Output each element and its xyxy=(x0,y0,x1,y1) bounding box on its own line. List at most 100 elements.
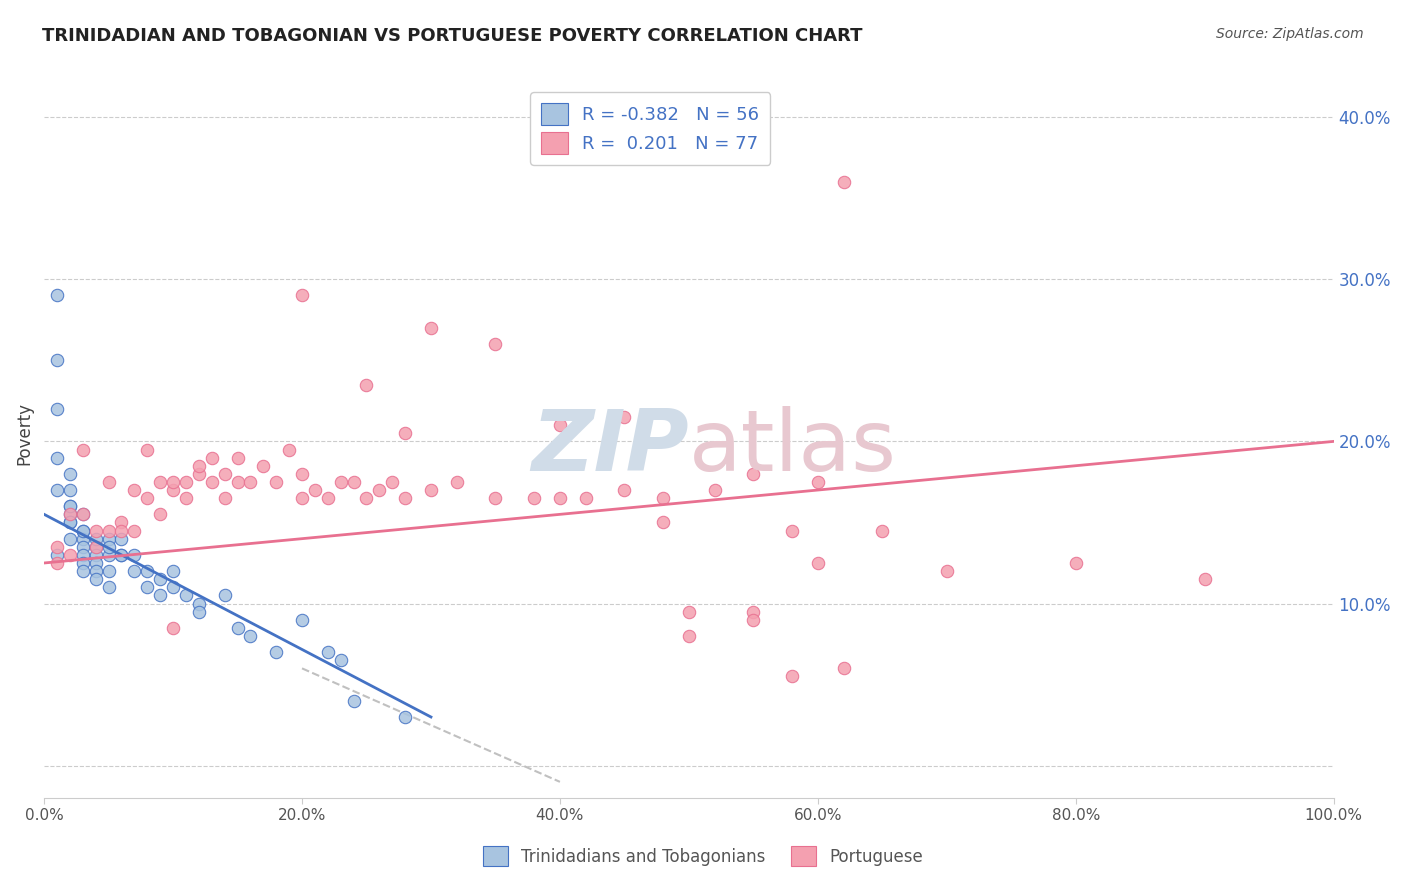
Point xyxy=(342,475,364,489)
Point xyxy=(110,516,132,530)
Point xyxy=(59,508,82,522)
Point xyxy=(162,564,184,578)
Legend: Trinidadians and Tobagonians, Portuguese: Trinidadians and Tobagonians, Portuguese xyxy=(475,838,931,875)
Point xyxy=(84,524,107,538)
Point xyxy=(832,175,855,189)
Point xyxy=(72,564,94,578)
Point xyxy=(46,548,69,562)
Point xyxy=(214,467,236,481)
Point xyxy=(316,491,339,505)
Point xyxy=(124,564,146,578)
Point xyxy=(72,548,94,562)
Point xyxy=(110,524,132,538)
Point xyxy=(136,442,159,457)
Point xyxy=(110,548,132,562)
Point xyxy=(252,458,274,473)
Point xyxy=(72,556,94,570)
Point xyxy=(59,516,82,530)
Point xyxy=(46,450,69,465)
Point xyxy=(420,483,443,497)
Point xyxy=(742,467,765,481)
Y-axis label: Poverty: Poverty xyxy=(15,401,32,465)
Point xyxy=(187,597,209,611)
Point xyxy=(832,661,855,675)
Point xyxy=(575,491,598,505)
Point xyxy=(174,491,197,505)
Point xyxy=(613,483,636,497)
Point xyxy=(72,508,94,522)
Point xyxy=(187,467,209,481)
Point xyxy=(329,653,352,667)
Point xyxy=(136,580,159,594)
Text: ZIP: ZIP xyxy=(531,407,689,490)
Point xyxy=(678,629,700,643)
Point xyxy=(201,450,224,465)
Point xyxy=(174,475,197,489)
Point xyxy=(394,426,416,441)
Point xyxy=(46,353,69,368)
Text: Source: ZipAtlas.com: Source: ZipAtlas.com xyxy=(1216,27,1364,41)
Point xyxy=(97,532,120,546)
Point xyxy=(239,629,262,643)
Point xyxy=(110,548,132,562)
Point xyxy=(59,483,82,497)
Point xyxy=(84,556,107,570)
Point xyxy=(264,645,287,659)
Point xyxy=(291,613,314,627)
Point xyxy=(162,475,184,489)
Point xyxy=(291,288,314,302)
Point xyxy=(84,572,107,586)
Point xyxy=(226,621,249,635)
Point xyxy=(97,564,120,578)
Point xyxy=(174,589,197,603)
Point xyxy=(72,508,94,522)
Point xyxy=(46,540,69,554)
Point xyxy=(187,458,209,473)
Point xyxy=(59,467,82,481)
Point xyxy=(124,524,146,538)
Point xyxy=(72,532,94,546)
Point xyxy=(291,467,314,481)
Point xyxy=(264,475,287,489)
Point xyxy=(97,580,120,594)
Point xyxy=(84,540,107,554)
Point xyxy=(652,491,675,505)
Point xyxy=(72,524,94,538)
Point xyxy=(523,491,546,505)
Point xyxy=(316,645,339,659)
Point xyxy=(97,475,120,489)
Point xyxy=(84,540,107,554)
Point xyxy=(84,548,107,562)
Text: atlas: atlas xyxy=(689,407,897,490)
Point xyxy=(872,524,894,538)
Point xyxy=(187,605,209,619)
Point xyxy=(59,508,82,522)
Point xyxy=(342,694,364,708)
Point xyxy=(613,410,636,425)
Point xyxy=(678,605,700,619)
Point xyxy=(226,450,249,465)
Point xyxy=(742,605,765,619)
Point xyxy=(124,483,146,497)
Point xyxy=(97,540,120,554)
Point xyxy=(356,377,378,392)
Point xyxy=(149,589,172,603)
Point xyxy=(59,532,82,546)
Point xyxy=(72,442,94,457)
Point xyxy=(446,475,468,489)
Legend: R = -0.382   N = 56, R =  0.201   N = 77: R = -0.382 N = 56, R = 0.201 N = 77 xyxy=(530,92,770,165)
Point xyxy=(162,483,184,497)
Point xyxy=(84,532,107,546)
Point xyxy=(381,475,404,489)
Point xyxy=(97,524,120,538)
Point xyxy=(59,548,82,562)
Point xyxy=(162,621,184,635)
Point xyxy=(935,564,957,578)
Point xyxy=(484,337,506,351)
Point xyxy=(149,475,172,489)
Point xyxy=(368,483,391,497)
Point xyxy=(703,483,725,497)
Point xyxy=(807,475,830,489)
Point xyxy=(548,491,571,505)
Point xyxy=(72,524,94,538)
